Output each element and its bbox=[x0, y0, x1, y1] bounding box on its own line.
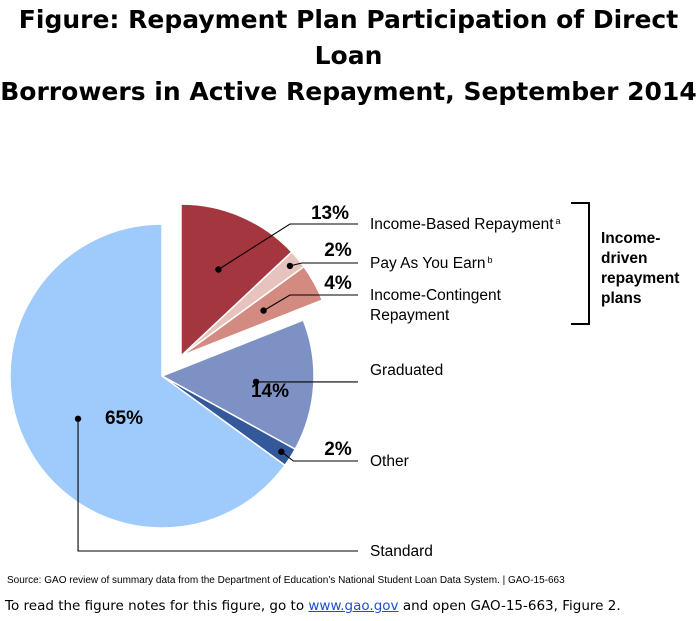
leader-line-pay-as-you-earn bbox=[289, 262, 358, 267]
category-label-pay-as-you-earn: Pay As You Earn b bbox=[370, 255, 493, 272]
pie-slice-income-based-repayment bbox=[180, 203, 293, 358]
gao-link[interactable]: www.gao.gov bbox=[308, 598, 399, 614]
category-label-income-based-repayment: Income-Based Repayment a bbox=[370, 216, 561, 233]
notes-prefix: To read the figure notes for this figure… bbox=[5, 598, 309, 614]
source-note: Source: GAO review of summary data from … bbox=[7, 575, 565, 586]
value-label-pay-as-you-earn: 2% bbox=[324, 240, 352, 261]
bracket-label-line-2: driven bbox=[601, 250, 648, 267]
leader-line-other bbox=[281, 451, 358, 462]
notes-suffix: and open GAO-15-663, Figure 2. bbox=[398, 598, 621, 614]
leader-line-income-contingent bbox=[263, 294, 358, 312]
value-label-graduated: 14% bbox=[251, 381, 289, 402]
pie-slice-standard bbox=[9, 223, 287, 529]
leader-line-standard bbox=[77, 418, 358, 552]
category-label-income-contingent: Income-Contingent bbox=[370, 287, 502, 304]
value-label-income-based-repayment: 13% bbox=[311, 203, 349, 224]
bracket-line bbox=[571, 202, 590, 325]
bracket-label-line-1: Income- bbox=[601, 230, 660, 247]
chart-title-line-2: Borrowers in Active Repayment, September… bbox=[0, 77, 697, 106]
chart-title-line-1: Figure: Repayment Plan Participation of … bbox=[18, 5, 679, 70]
pie-slice-graduated bbox=[160, 319, 315, 451]
category-label-standard: Standard bbox=[370, 543, 433, 560]
category-label-income-contingent-line-2: Repayment bbox=[370, 307, 450, 324]
value-label-income-contingent: 4% bbox=[324, 273, 352, 294]
bracket-label-line-4: plans bbox=[601, 290, 641, 307]
slice-labels: 13% Income-Based Repayment a 2% Pay As You E… bbox=[105, 203, 561, 560]
pie-slices bbox=[9, 203, 324, 529]
value-label-other: 2% bbox=[324, 439, 352, 460]
footnote-marker-b: b bbox=[487, 255, 492, 265]
chart-title: Figure: Repayment Plan Participation of … bbox=[0, 2, 697, 110]
value-label-standard: 65% bbox=[105, 408, 143, 429]
income-driven-bracket: Income-driven repayment plans bbox=[571, 202, 679, 325]
bracket-label-line-3: repayment bbox=[601, 270, 679, 287]
pie-slice-income-contingent bbox=[180, 265, 324, 357]
figure-notes: To read the figure notes for this figure… bbox=[5, 598, 621, 614]
footnote-marker-a: a bbox=[556, 216, 561, 226]
category-label-other: Other bbox=[370, 453, 409, 470]
leader-lines bbox=[74, 223, 358, 552]
category-label-graduated: Graduated bbox=[370, 362, 443, 379]
leader-line-income-based-repayment bbox=[218, 223, 358, 270]
